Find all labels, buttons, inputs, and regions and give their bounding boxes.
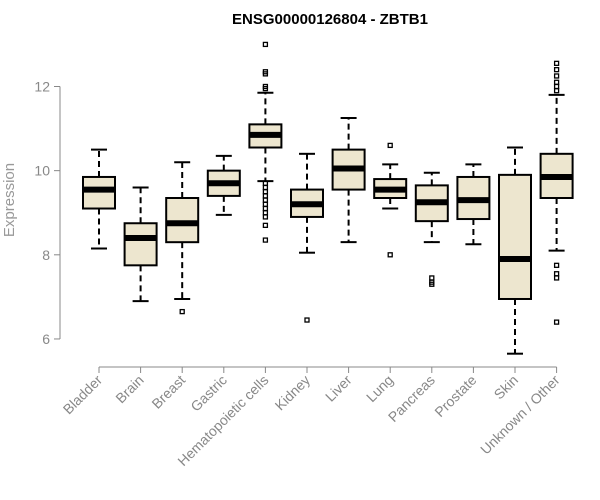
axes: 6 8 10 12 — [34, 78, 558, 373]
iqr-box — [82, 175, 116, 210]
outlier-point — [553, 319, 560, 325]
box-pancreas — [414, 171, 449, 287]
box-brain — [123, 186, 158, 303]
outlier-point — [262, 71, 269, 77]
box-breast — [165, 161, 200, 315]
box-hematopoietic-cells — [248, 41, 283, 243]
box-unknown-other — [539, 60, 574, 325]
box-kidney — [290, 152, 324, 323]
x-tick-label: Kidney — [272, 372, 314, 414]
outlier-point — [262, 210, 269, 216]
outlier-point — [262, 201, 269, 207]
iqr-box — [498, 173, 532, 300]
box-prostate — [456, 163, 491, 246]
outlier-point — [262, 193, 269, 199]
outlier-point — [553, 262, 560, 268]
outlier-point — [262, 184, 269, 191]
y-tick-label: 12 — [34, 78, 50, 94]
x-tick-label: Unknown / Other — [477, 372, 563, 458]
iqr-box — [123, 222, 158, 267]
y-axis-label: Expression — [1, 163, 18, 237]
outlier-point — [387, 142, 393, 149]
outlier-point — [553, 275, 560, 281]
outlier-point — [262, 180, 269, 186]
boxes — [82, 41, 574, 355]
outlier-point — [262, 85, 269, 92]
outlier-point — [262, 222, 269, 229]
outlier-point — [304, 317, 310, 323]
x-tick-label: Bladder — [60, 372, 106, 418]
outlier-point — [553, 88, 560, 94]
box-lung — [373, 142, 408, 258]
box-skin — [498, 146, 532, 355]
outlier-point — [553, 271, 560, 277]
box-bladder — [82, 148, 116, 250]
x-tick-label: Brain — [112, 372, 146, 406]
x-tick-label: Prostate — [431, 372, 479, 420]
outlier-point — [387, 252, 393, 258]
outlier-point — [262, 41, 269, 48]
outlier-point — [262, 205, 269, 212]
chart-title: ENSG00000126804 - ZBTB1 — [232, 11, 428, 28]
iqr-box — [165, 197, 200, 244]
outlier-point — [262, 189, 269, 195]
x-tick-label: Lung — [363, 372, 396, 405]
x-tick-label: Breast — [148, 372, 188, 412]
outlier-point — [553, 67, 560, 73]
x-tick-label: Liver — [322, 372, 355, 405]
outlier-point — [553, 60, 560, 67]
y-tick-label: 10 — [34, 163, 50, 179]
outlier-point — [429, 281, 435, 287]
outlier-point — [429, 275, 435, 281]
outlier-point — [179, 308, 185, 315]
y-tick-label: 6 — [42, 331, 50, 347]
outlier-point — [262, 197, 269, 203]
x-tick-label: Skin — [491, 372, 522, 403]
outlier-point — [262, 214, 269, 220]
outlier-point — [553, 79, 560, 85]
box-liver — [331, 117, 366, 244]
outlier-point — [262, 237, 269, 243]
outlier-point — [553, 73, 560, 79]
outlier-point — [553, 83, 560, 90]
y-tick-label: 8 — [42, 247, 50, 263]
box-gastric — [206, 154, 241, 216]
